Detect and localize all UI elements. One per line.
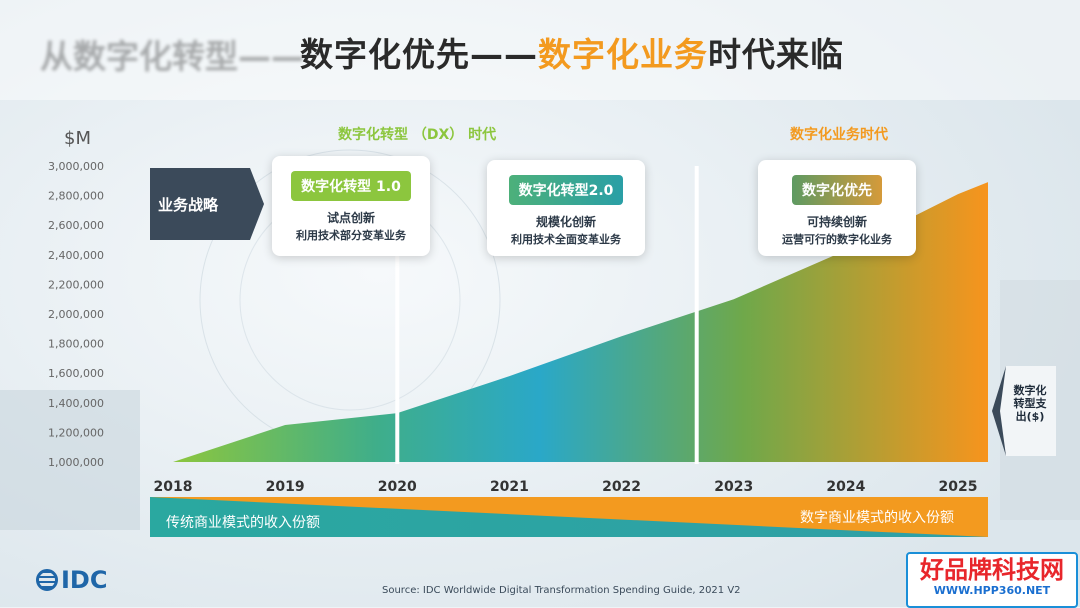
x-tick-label: 2022: [602, 479, 641, 495]
watermark: 好品牌科技网 WWW.HPP360.NET: [906, 552, 1078, 608]
x-tick-label: 2025: [939, 479, 978, 495]
y-tick-label: 2,800,000: [48, 190, 104, 203]
era-business-label: 数字化业务时代: [790, 127, 888, 143]
y-axis-label: $M: [64, 128, 91, 149]
y-tick-label: 2,200,000: [48, 278, 104, 291]
card-dx2-line1: 规模化创新: [535, 215, 596, 229]
x-tick-label: 2018: [154, 479, 193, 495]
source-note: Source: IDC Worldwide Digital Transforma…: [382, 585, 741, 596]
y-tick-label: 1,800,000: [48, 338, 104, 351]
card-dx1-line2: 利用技术部分变革业务: [296, 229, 406, 242]
traditional-revenue-label: 传统商业模式的收入份额: [166, 515, 320, 531]
card-dx1-line1: 试点创新: [326, 211, 375, 225]
spend-label: 数字化转型支出($): [1013, 384, 1047, 423]
page-title: 数字化优先——数字化业务时代来临: [300, 28, 844, 76]
card-digital-first: 数字化优先 可持续创新 运营可行的数字化业务: [758, 160, 916, 256]
card-dx1: 数字化转型 1.0 试点创新 利用技术部分变革业务: [272, 156, 430, 256]
y-tick-label: 2,000,000: [48, 308, 104, 321]
y-tick-label: 1,400,000: [48, 397, 104, 410]
card-digital-first-line2: 运营可行的数字化业务: [782, 233, 892, 246]
era-break: [694, 166, 699, 464]
y-tick-label: 3,000,000: [48, 160, 104, 173]
card-dx2-pill: 数字化转型2.0: [508, 175, 624, 205]
card-digital-first-pill: 数字化优先: [792, 175, 882, 205]
x-tick-label: 2024: [826, 479, 865, 495]
title-part1: 数字化优先——: [300, 35, 538, 74]
title-ghost: 从数字化转型——: [40, 37, 304, 76]
globe-icon: [36, 569, 58, 591]
card-dx2: 数字化转型2.0 规模化创新 利用技术全面变革业务: [487, 160, 645, 256]
watermark-line2: WWW.HPP360.NET: [933, 584, 1051, 597]
y-tick-label: 1,000,000: [48, 456, 104, 469]
card-dx1-pill: 数字化转型 1.0: [291, 171, 411, 201]
card-dx2-line2: 利用技术全面变革业务: [511, 233, 621, 246]
era-dx-label: 数字化转型 （DX） 时代: [338, 127, 497, 143]
y-tick-label: 2,600,000: [48, 219, 104, 232]
spend-arrow-tip: [992, 366, 1006, 456]
idc-logo: IDC: [36, 566, 107, 594]
strategy-label: 业务战略: [158, 196, 219, 214]
x-tick-label: 2019: [266, 479, 305, 495]
x-tick-label: 2023: [714, 479, 753, 495]
card-digital-first-line1: 可持续创新: [806, 215, 867, 229]
strategy-arrow: [150, 168, 264, 240]
y-tick-label: 1,600,000: [48, 367, 104, 380]
y-tick-label: 1,200,000: [48, 426, 104, 439]
spending-area: [173, 182, 988, 462]
title-part3: 时代来临: [708, 35, 844, 74]
digital-revenue-label: 数字商业模式的收入份额: [800, 510, 954, 526]
era-break: [395, 166, 400, 464]
revenue-band-orange: [150, 497, 988, 537]
y-tick-label: 2,400,000: [48, 249, 104, 262]
x-tick-label: 2021: [490, 479, 529, 495]
x-tick-label: 2020: [378, 479, 417, 495]
title-part2: 数字化业务: [538, 35, 708, 74]
spend-arrow: [992, 366, 1056, 456]
watermark-line1: 好品牌科技网: [920, 556, 1064, 584]
